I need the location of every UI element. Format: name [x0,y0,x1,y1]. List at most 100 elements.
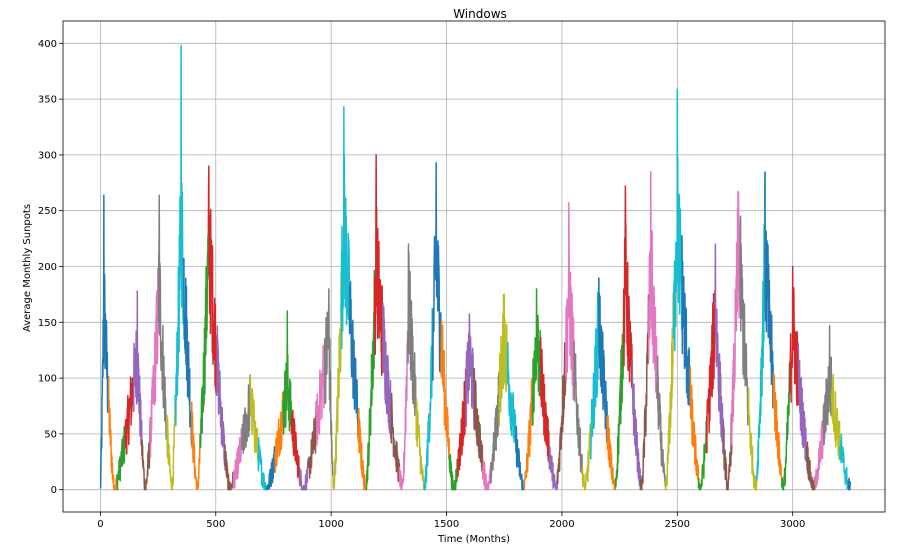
x-axis: 0 500 1000 1500 2000 2500 3000 [97,512,805,530]
series-window-line [274,391,284,473]
series-window-line [348,280,359,438]
x-tick-label: 2500 [665,519,690,530]
series-window-line [573,340,583,474]
series-window-line [689,366,700,488]
series-window-line [556,342,567,485]
series-window-line [839,433,849,490]
series-window-line [182,257,193,446]
series-window-line [548,445,559,491]
series-window-line [606,414,617,491]
series-window-line [714,243,725,455]
series-window-line [124,376,135,455]
grid [63,21,885,512]
series-window-line [332,271,343,491]
series-window-line [290,409,301,486]
series-window-line [199,228,210,449]
series-window-line [315,338,326,446]
series-window-line [697,415,708,491]
series-window-line [639,294,650,491]
series-window-line [249,373,259,463]
series-window-line [805,441,816,491]
series-window-line [99,194,110,489]
series-window-line [448,453,459,491]
x-tick-label: 1500 [434,519,459,530]
y-tick-label: 400 [38,39,57,50]
series-window-line [814,420,824,489]
series-window-line [365,269,376,491]
series-window-line [789,265,799,406]
series-window-line [647,170,658,399]
series-window-line [157,194,168,440]
series-window-line [739,215,750,426]
series-window-line [822,324,833,446]
y-tick-label: 150 [38,318,57,329]
chart-title: Windows [453,7,507,21]
series-window-line [282,310,293,435]
y-tick-label: 200 [38,262,57,273]
series-window-line [132,290,143,456]
series-window-line [473,368,484,472]
series-window-line [357,407,367,491]
series-window-line [215,325,226,467]
series-window-line [415,398,425,490]
series-window-line [531,288,542,426]
series-window-line [407,243,417,417]
series-window-line [764,171,775,409]
y-tick-label: 50 [44,429,57,440]
series-window-line [141,416,151,491]
series-window-line [523,377,534,491]
series-window-line [830,373,841,461]
series-window-line [498,293,509,427]
series-window-line [307,400,318,479]
series-window-line [456,368,467,478]
series-window-line [539,336,550,463]
series-window-line [722,413,733,491]
series-window-line [656,355,667,487]
series-window-line [174,44,185,427]
series-window-line [240,374,251,455]
y-tick-label: 250 [38,206,57,217]
series-window-line [116,425,127,491]
series-window-line [431,161,442,381]
series-window-line [847,477,852,491]
x-tick-label: 1000 [318,519,343,530]
series-window-line [506,341,517,443]
series-window-line [398,330,409,491]
series-window-line [681,235,691,407]
series-window-line [465,313,475,430]
series-window-line [440,319,451,460]
series-window-line [664,292,675,491]
y-tick-label: 300 [38,150,57,161]
series-window-line [382,303,392,439]
series-window-line [299,460,309,491]
series-window-line [207,165,218,396]
series-window-line [423,307,434,491]
series-window-line [731,190,741,446]
series-window-line [257,437,268,491]
series-window-line [166,395,176,491]
series-window-line [564,202,575,400]
series-window-line [614,288,625,488]
series-window-line [390,392,401,483]
series-window-line [631,360,642,490]
series-window-line [149,267,160,458]
series-window-line [598,277,608,443]
series-window-line [755,171,766,482]
series-window-line [672,88,683,352]
series-window-line [780,362,791,491]
series-window-line [589,277,600,460]
series-window-line [224,444,235,491]
x-tick-label: 2000 [549,519,574,530]
series-window-line [623,185,633,388]
x-tick-label: 3000 [780,519,805,530]
y-axis: 0 50 100 150 200 250 300 350 400 [38,39,63,496]
series-window-line [797,342,808,463]
series-group [99,44,852,491]
y-tick-label: 0 [51,485,57,496]
series-window-line [373,154,384,376]
series-window-line [772,373,783,483]
series-window-line [232,427,243,489]
x-axis-label: Time (Months) [437,534,510,545]
x-tick-label: 0 [97,519,103,530]
